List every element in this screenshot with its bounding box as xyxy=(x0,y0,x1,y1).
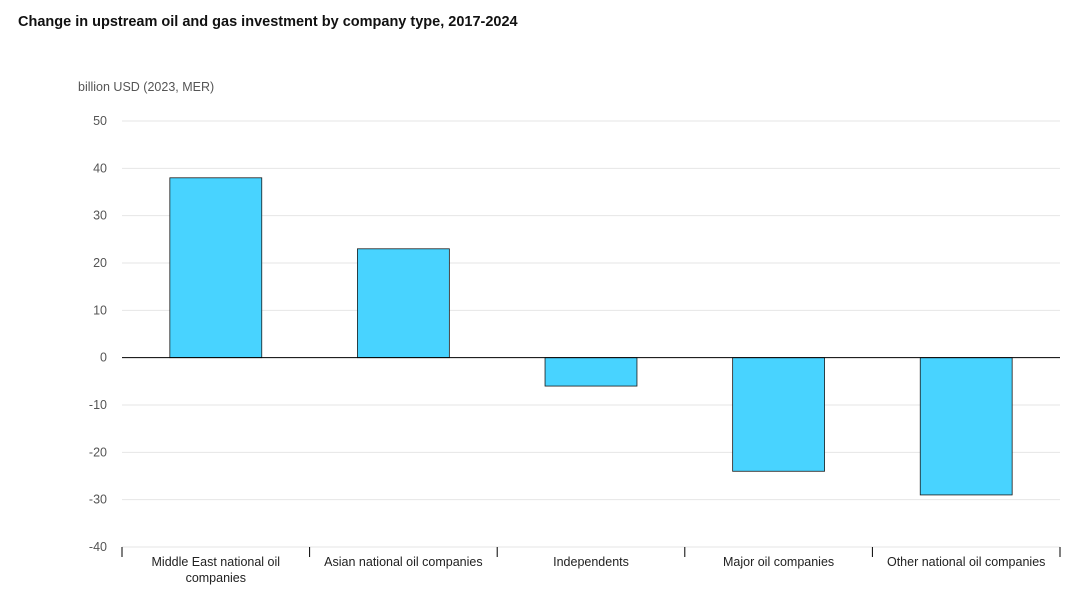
x-category-label: Asian national oil companies xyxy=(324,555,482,569)
y-tick-label: 30 xyxy=(93,209,107,223)
x-category-label-line: Asian national oil companies xyxy=(324,555,482,569)
x-category-label-line: Middle East national oil xyxy=(152,555,281,569)
y-tick-label: 20 xyxy=(93,256,107,270)
x-category-label: Independents xyxy=(553,555,629,569)
y-tick-label: 40 xyxy=(93,161,107,175)
y-tick-label: -40 xyxy=(89,540,107,554)
grid-lines xyxy=(122,120,1060,548)
y-tick-label: -30 xyxy=(89,493,107,507)
x-tick-labels: Middle East national oil companies Asian n… xyxy=(152,555,1046,585)
y-tick-label: 0 xyxy=(100,351,107,365)
bar-4 xyxy=(732,357,825,472)
x-category-label-line: Major oil companies xyxy=(723,555,834,569)
x-category-label-line: companies xyxy=(186,571,246,585)
y-tick-label: 50 xyxy=(93,114,107,128)
bar-5 xyxy=(919,357,1013,496)
bar-2 xyxy=(357,248,450,359)
y-tick-label: 10 xyxy=(93,303,107,317)
x-category-label-line: Independents xyxy=(553,555,629,569)
y-axis-unit-label: billion USD (2023, MER) xyxy=(78,80,215,94)
y-tick-label: -20 xyxy=(89,445,107,459)
x-category-label-line: Other national oil companies xyxy=(887,555,1045,569)
x-category-label: Middle East national oil companies xyxy=(152,555,281,585)
x-category-label: Other national oil companies xyxy=(887,555,1045,569)
bar-1 xyxy=(169,177,263,359)
y-tick-labels: 50 40 30 20 10 0 -10 -20 -30 -40 xyxy=(89,114,107,554)
bar-3 xyxy=(544,357,638,387)
chart-title: Change in upstream oil and gas investmen… xyxy=(18,14,518,30)
axes xyxy=(121,357,1061,557)
y-tick-label: -10 xyxy=(89,398,107,412)
bars xyxy=(169,177,1013,496)
x-category-label: Major oil companies xyxy=(723,555,834,569)
